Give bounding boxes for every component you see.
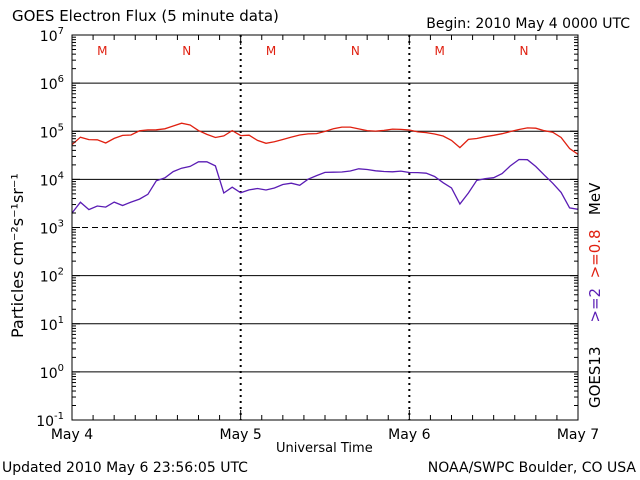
series-line-2mev <box>71 158 579 214</box>
legend-side-labels: GOES13 >=2 >=0.8 MeV <box>586 183 604 408</box>
day-marker-label: M <box>97 44 107 58</box>
satellite-label: GOES13 <box>586 346 604 408</box>
series-line-08mev <box>71 122 579 155</box>
day-marker-label: N <box>182 44 191 58</box>
day-marker-label: N <box>520 44 529 58</box>
y-tick-label: 101 <box>40 315 64 334</box>
x-tick-label: May 5 <box>220 427 262 443</box>
day-marker-label: N <box>351 44 360 58</box>
day-marker-label: M <box>266 44 276 58</box>
x-axis-label: Universal Time <box>276 441 373 456</box>
y-tick-label: 102 <box>40 267 64 286</box>
y-tick-label: 10-1 <box>36 411 64 430</box>
x-tick-label: May 4 <box>51 427 93 443</box>
y-tick-label: 107 <box>40 26 64 45</box>
band-high-label: >=2 <box>586 287 604 323</box>
unit-label: MeV <box>586 182 604 216</box>
y-tick-label: 104 <box>40 170 64 189</box>
x-tick-label: May 6 <box>388 427 430 443</box>
chart-title: GOES Electron Flux (5 minute data) <box>12 7 279 25</box>
band-low-label: >=0.8 <box>586 229 604 279</box>
y-tick-label: 106 <box>40 74 64 93</box>
y-axis-label: Particles cm⁻²s⁻¹sr⁻¹ <box>8 173 27 338</box>
updated-timestamp: Updated 2010 May 6 23:56:05 UTC <box>2 460 248 476</box>
y-tick-label: 100 <box>40 363 64 382</box>
y-tick-label: 105 <box>40 122 64 141</box>
day-marker-label: M <box>435 44 445 58</box>
credit-label: NOAA/SWPC Boulder, CO USA <box>427 460 636 476</box>
y-tick-label: 103 <box>40 219 64 238</box>
axis-layer <box>71 34 579 421</box>
grid-layer <box>72 35 578 420</box>
begin-time: Begin: 2010 May 4 0000 UTC <box>426 16 630 32</box>
series-layer <box>71 122 579 214</box>
x-tick-label: May 7 <box>557 427 599 443</box>
y-axis-label-text: Particles cm⁻²s⁻¹sr⁻¹ <box>8 173 27 338</box>
